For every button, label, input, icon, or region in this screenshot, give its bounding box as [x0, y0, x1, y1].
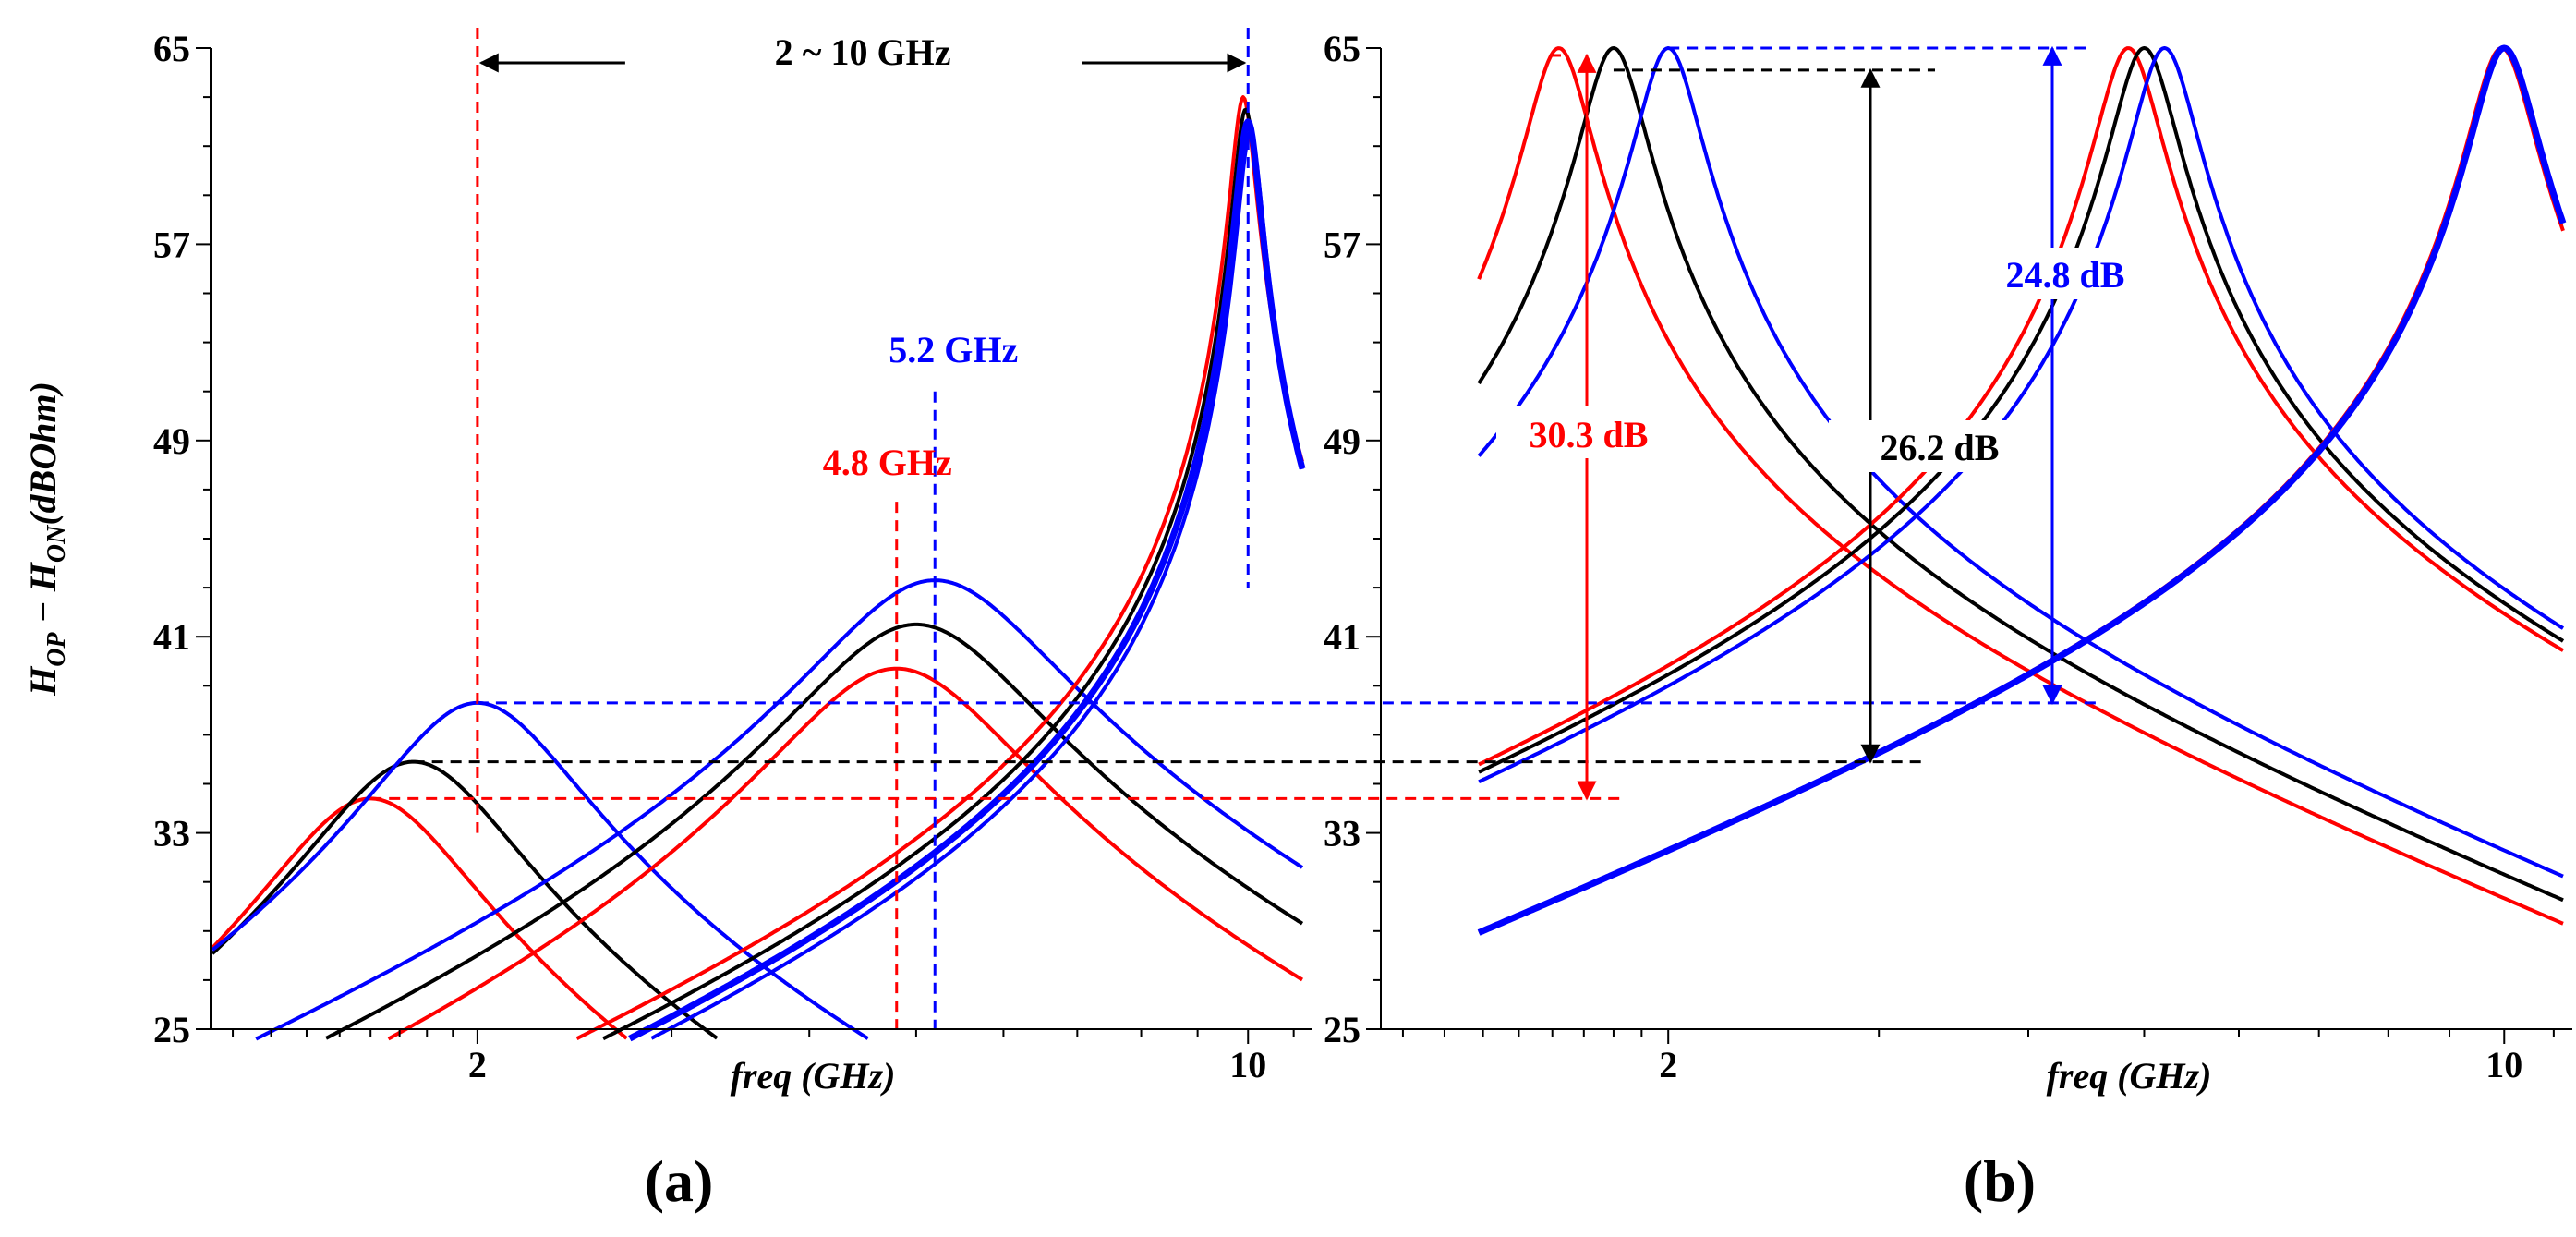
panel-b-label: (b) [1964, 1148, 2036, 1214]
a-series-high-blue-2 [650, 129, 1304, 1040]
b-y-tick-label: 49 [1324, 420, 1361, 462]
a-y-tick-label: 57 [153, 224, 190, 265]
b-series-high-blue [1477, 44, 2567, 936]
red-gain-difference-label: 30.3 dB [1530, 414, 1649, 455]
panel-a-curves [211, 95, 1306, 1042]
a-series-peak-blue [211, 700, 869, 1040]
b-y-tick-label: 33 [1324, 813, 1361, 855]
panel-b-x-axis-label: freq (GHz) [2047, 1055, 2212, 1097]
black-label-bg [1829, 420, 2050, 472]
panel-b-guides [370, 45, 2180, 801]
a-series-high-blue [628, 118, 1306, 1042]
panel-a-x-axis-label: freq (GHz) [731, 1055, 896, 1097]
a-y-tick-label: 41 [153, 616, 190, 658]
a-y-tick-label: 33 [153, 813, 190, 855]
a-series-peak-black [211, 759, 719, 1040]
a-series-high-black [602, 107, 1304, 1041]
b-series-high-red [1478, 46, 2565, 934]
a-series-mid-red [387, 666, 1304, 1041]
b-x-tick-label: 10 [2485, 1044, 2522, 1085]
panel-b-curves [1477, 44, 2567, 936]
blue-label-bg [1953, 248, 2180, 299]
a-y-tick-label: 25 [153, 1009, 190, 1050]
b-series-low-red [1477, 46, 2564, 926]
b-y-tick-label: 65 [1324, 28, 1361, 69]
blue-peak-frequency-label: 5.2 GHz [889, 329, 1018, 370]
b-series-mid-black [1478, 46, 2565, 774]
b-x-tick-label: 2 [1659, 1044, 1677, 1085]
b-y-tick-label: 41 [1324, 616, 1361, 658]
a-y-tick-label: 49 [153, 420, 190, 462]
black-gain-difference-label: 26.2 dB [1881, 427, 2000, 468]
panel-b: 25 33 41 49 57 65 2 10 freq (GHz) 30.3 dB 26.2 … [370, 28, 2572, 1214]
red-label-bg [1496, 406, 1681, 458]
a-series-mid-black [325, 622, 1304, 1040]
a-series-peak-red [211, 796, 628, 1040]
panel-a-axes: 25 33 41 49 57 65 2 10 [153, 28, 1312, 1085]
b-series-mid-blue [1478, 46, 2565, 784]
a-series-high-red [575, 95, 1304, 1040]
b-series-low-blue [1477, 46, 2564, 879]
b-series-high-black [1478, 46, 2565, 935]
panel-b-axes: 25 33 41 49 57 65 2 10 [1324, 28, 2572, 1085]
panel-a-label: (a) [645, 1148, 714, 1214]
panel-a-guides [476, 28, 1250, 1029]
panel-a-y-axis-label: HOP − HON(dBOhm) [22, 382, 71, 697]
b-y-tick-label: 57 [1324, 224, 1361, 265]
a-x-tick-label: 2 [468, 1044, 487, 1085]
a-y-tick-label: 65 [153, 28, 190, 69]
b-series-low-black [1477, 46, 2564, 903]
panel-a: 25 33 41 49 57 65 2 10 freq (GHz) HOP − HON(dBO… [22, 28, 1312, 1214]
range-annotation-label: 2 ~ 10 GHz [775, 31, 951, 73]
a-x-tick-label: 10 [1229, 1044, 1266, 1085]
b-series-mid-red [1478, 46, 2565, 767]
b-y-tick-label: 25 [1324, 1009, 1361, 1050]
blue-gain-difference-label: 24.8 dB [2006, 254, 2125, 296]
red-peak-frequency-label: 4.8 GHz [823, 442, 952, 483]
